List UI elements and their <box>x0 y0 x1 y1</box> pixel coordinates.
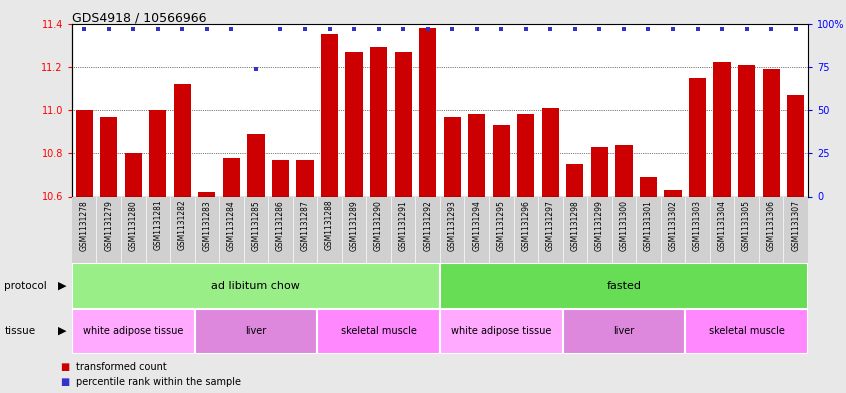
Text: GSM1131301: GSM1131301 <box>644 200 653 251</box>
Text: GSM1131297: GSM1131297 <box>546 200 555 251</box>
Text: GSM1131291: GSM1131291 <box>398 200 408 251</box>
Bar <box>222 158 240 196</box>
Bar <box>591 147 608 196</box>
Bar <box>443 116 461 196</box>
Bar <box>195 309 317 354</box>
Bar <box>72 263 440 309</box>
Bar <box>640 177 657 196</box>
Text: ■: ■ <box>60 362 69 373</box>
Bar <box>75 110 93 196</box>
Text: transformed count: transformed count <box>76 362 167 373</box>
Bar <box>762 69 780 196</box>
Text: tissue: tissue <box>4 326 36 336</box>
Text: GSM1131284: GSM1131284 <box>227 200 236 251</box>
Bar <box>72 309 195 354</box>
Text: GSM1131278: GSM1131278 <box>80 200 89 251</box>
Text: GSM1131302: GSM1131302 <box>668 200 678 251</box>
Bar <box>124 153 142 196</box>
Text: GSM1131285: GSM1131285 <box>251 200 261 251</box>
Text: skeletal muscle: skeletal muscle <box>709 326 784 336</box>
Text: fasted: fasted <box>607 281 641 291</box>
Bar <box>664 190 682 196</box>
Text: GSM1131281: GSM1131281 <box>153 200 162 250</box>
Text: ad libitum chow: ad libitum chow <box>212 281 300 291</box>
Text: GSM1131296: GSM1131296 <box>521 200 530 251</box>
Bar <box>272 160 289 196</box>
Text: GSM1131304: GSM1131304 <box>717 200 727 251</box>
Bar <box>566 164 584 196</box>
Text: GSM1131279: GSM1131279 <box>104 200 113 251</box>
Text: GSM1131292: GSM1131292 <box>423 200 432 251</box>
Bar <box>100 116 118 196</box>
Bar <box>370 48 387 196</box>
Bar <box>738 64 755 196</box>
Text: GSM1131303: GSM1131303 <box>693 200 702 251</box>
Text: ▶: ▶ <box>58 281 66 291</box>
Bar <box>247 134 265 196</box>
Text: GSM1131290: GSM1131290 <box>374 200 383 251</box>
Text: GSM1131286: GSM1131286 <box>276 200 285 251</box>
Text: GSM1131305: GSM1131305 <box>742 200 751 251</box>
Bar <box>541 108 559 196</box>
Text: ■: ■ <box>60 377 69 387</box>
Text: GSM1131293: GSM1131293 <box>448 200 457 251</box>
Text: GSM1131289: GSM1131289 <box>349 200 359 251</box>
Text: protocol: protocol <box>4 281 47 291</box>
Bar <box>563 309 685 354</box>
Text: GSM1131283: GSM1131283 <box>202 200 212 251</box>
Text: skeletal muscle: skeletal muscle <box>341 326 416 336</box>
Bar <box>317 309 440 354</box>
Text: white adipose tissue: white adipose tissue <box>451 326 552 336</box>
Text: ▶: ▶ <box>58 326 66 336</box>
Text: percentile rank within the sample: percentile rank within the sample <box>76 377 241 387</box>
Text: GSM1131298: GSM1131298 <box>570 200 580 251</box>
Bar <box>321 35 338 197</box>
Text: GSM1131294: GSM1131294 <box>472 200 481 251</box>
Bar <box>394 52 412 196</box>
Bar <box>492 125 510 196</box>
Text: GSM1131287: GSM1131287 <box>300 200 310 251</box>
Bar <box>296 160 314 196</box>
Text: GSM1131280: GSM1131280 <box>129 200 138 251</box>
Bar <box>468 114 486 196</box>
Text: GSM1131282: GSM1131282 <box>178 200 187 250</box>
Bar <box>713 62 731 196</box>
Text: GDS4918 / 10566966: GDS4918 / 10566966 <box>72 12 206 25</box>
Text: GSM1131295: GSM1131295 <box>497 200 506 251</box>
Bar <box>440 309 563 354</box>
Bar <box>615 145 633 196</box>
Text: GSM1131306: GSM1131306 <box>766 200 776 251</box>
Text: GSM1131300: GSM1131300 <box>619 200 629 251</box>
Text: GSM1131288: GSM1131288 <box>325 200 334 250</box>
Text: white adipose tissue: white adipose tissue <box>83 326 184 336</box>
Text: GSM1131299: GSM1131299 <box>595 200 604 251</box>
Text: GSM1131307: GSM1131307 <box>791 200 800 251</box>
Bar <box>517 114 535 196</box>
Bar <box>173 84 191 196</box>
Text: liver: liver <box>613 326 634 336</box>
Bar <box>345 52 363 196</box>
Bar <box>685 309 808 354</box>
Bar <box>440 263 808 309</box>
Bar <box>198 192 216 196</box>
Bar <box>689 77 706 196</box>
Bar <box>787 95 805 196</box>
Bar <box>419 28 437 196</box>
Text: liver: liver <box>245 326 266 336</box>
Bar <box>149 110 167 196</box>
